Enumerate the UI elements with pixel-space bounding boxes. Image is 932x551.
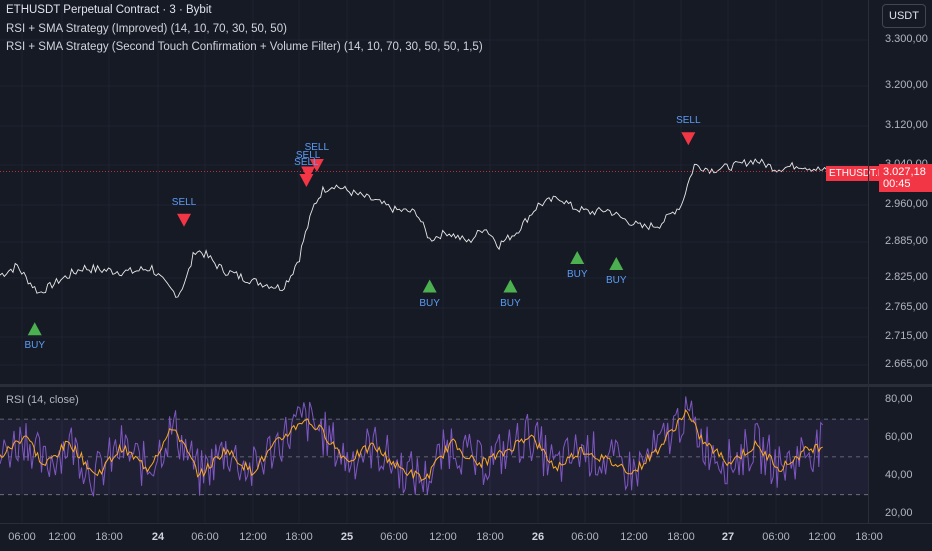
time-tick: 06:00	[762, 531, 790, 543]
rsi-pane[interactable]: RSI (14, close)	[0, 387, 868, 523]
buy-signal-label: BUY	[605, 275, 627, 286]
buy-signal-marker	[503, 279, 518, 293]
time-tick: 18:00	[855, 531, 883, 543]
sell-signal-marker	[177, 213, 192, 227]
rsi-chart	[0, 387, 868, 523]
buy-signal-label: BUY	[24, 340, 45, 352]
price-tick: 3.120,00	[885, 119, 928, 131]
sell-signal-label: SELL	[304, 142, 330, 153]
price-tick: 3.300,00	[885, 33, 928, 45]
sell-signal-label: SELL	[171, 196, 197, 208]
sell-signal-label: SELL	[295, 149, 321, 161]
currency-button[interactable]: USDT	[882, 4, 926, 28]
price-line	[0, 158, 830, 298]
last-price-value: 3.027,18	[883, 166, 926, 178]
sell-signal-marker	[309, 159, 324, 172]
sell-signal-label: SELL	[294, 157, 319, 168]
sell-signal-marker	[681, 132, 696, 146]
rsi-tick: 60,00	[885, 431, 913, 443]
buy-signal-marker	[27, 322, 42, 336]
strategy-2-legend[interactable]: RSI + SMA Strategy (Second Touch Confirm…	[6, 41, 483, 53]
time-axis[interactable]: 06:00 12:00 18:00 24 06:00 12:00 18:00 25 06:00 1…	[0, 523, 932, 551]
price-axis[interactable]: 3.300,003.200,003.120,003.040,002.960,00…	[868, 0, 932, 384]
time-tick: 12:00	[48, 531, 76, 543]
price-tick: 2.960,00	[885, 198, 928, 210]
time-tick: 25	[340, 531, 354, 543]
symbol-title[interactable]: ETHUSDT Perpetual Contract · 3 · Bybit	[6, 4, 212, 16]
time-tick: 12:00	[239, 531, 267, 543]
buy-signal-marker	[609, 257, 624, 270]
time-tick: 24	[151, 531, 165, 543]
price-tick: 2.885,00	[885, 235, 928, 247]
rsi-sma-line	[0, 409, 823, 482]
time-tick: 06:00	[380, 531, 408, 543]
pane-divider[interactable]	[0, 384, 932, 387]
time-tick: 12:00	[620, 531, 648, 543]
rsi-tick: 40,00	[885, 468, 913, 481]
time-tick: 18:00	[285, 531, 313, 543]
buy-signal-marker	[422, 279, 437, 293]
time-tick: 18:00	[476, 531, 504, 543]
symbol-price-tag: ETHUSDT.P	[826, 166, 888, 181]
price-tick: 2.825,00	[885, 271, 928, 283]
time-tick: 12:00	[808, 531, 836, 543]
last-price-tag: 3.027,18 00:45	[879, 164, 932, 192]
time-tick: 26	[531, 531, 545, 543]
buy-signal-label: BUY	[419, 297, 440, 309]
price-tick: 2.715,00	[885, 330, 928, 342]
time-tick: 06:00	[8, 531, 36, 543]
buy-signal-marker	[570, 251, 585, 264]
buy-signal-label: BUY	[500, 297, 521, 309]
time-tick: 18:00	[667, 531, 695, 543]
bar-countdown: 00:45	[883, 178, 911, 190]
price-chart	[0, 0, 868, 384]
price-tick: 2.765,00	[885, 301, 928, 313]
time-tick: 18:00	[95, 531, 123, 543]
buy-signal-label: BUY	[566, 269, 588, 280]
rsi-tick: 20,00	[885, 506, 913, 519]
sell-signal-marker	[299, 174, 314, 187]
strategy-1-legend[interactable]: RSI + SMA Strategy (Improved) (14, 10, 7…	[6, 23, 287, 35]
price-pane[interactable]: ETHUSDT Perpetual Contract · 3 · Bybit R…	[0, 0, 888, 384]
sell-signal-label: SELL	[676, 115, 701, 127]
rsi-legend[interactable]: RSI (14, close)	[6, 394, 79, 406]
price-tick: 3.200,00	[885, 79, 928, 91]
time-tick: 06:00	[571, 531, 599, 543]
rsi-tick: 80,00	[885, 393, 913, 406]
time-tick: 27	[721, 531, 735, 543]
time-tick: 12:00	[429, 531, 457, 543]
time-tick: 06:00	[191, 531, 219, 543]
sell-signal-marker	[301, 166, 316, 180]
rsi-line	[0, 396, 824, 497]
rsi-axis[interactable]: 80,00 60,00 40,00 20,00	[868, 387, 932, 523]
price-tick: 2.665,00	[885, 358, 928, 370]
